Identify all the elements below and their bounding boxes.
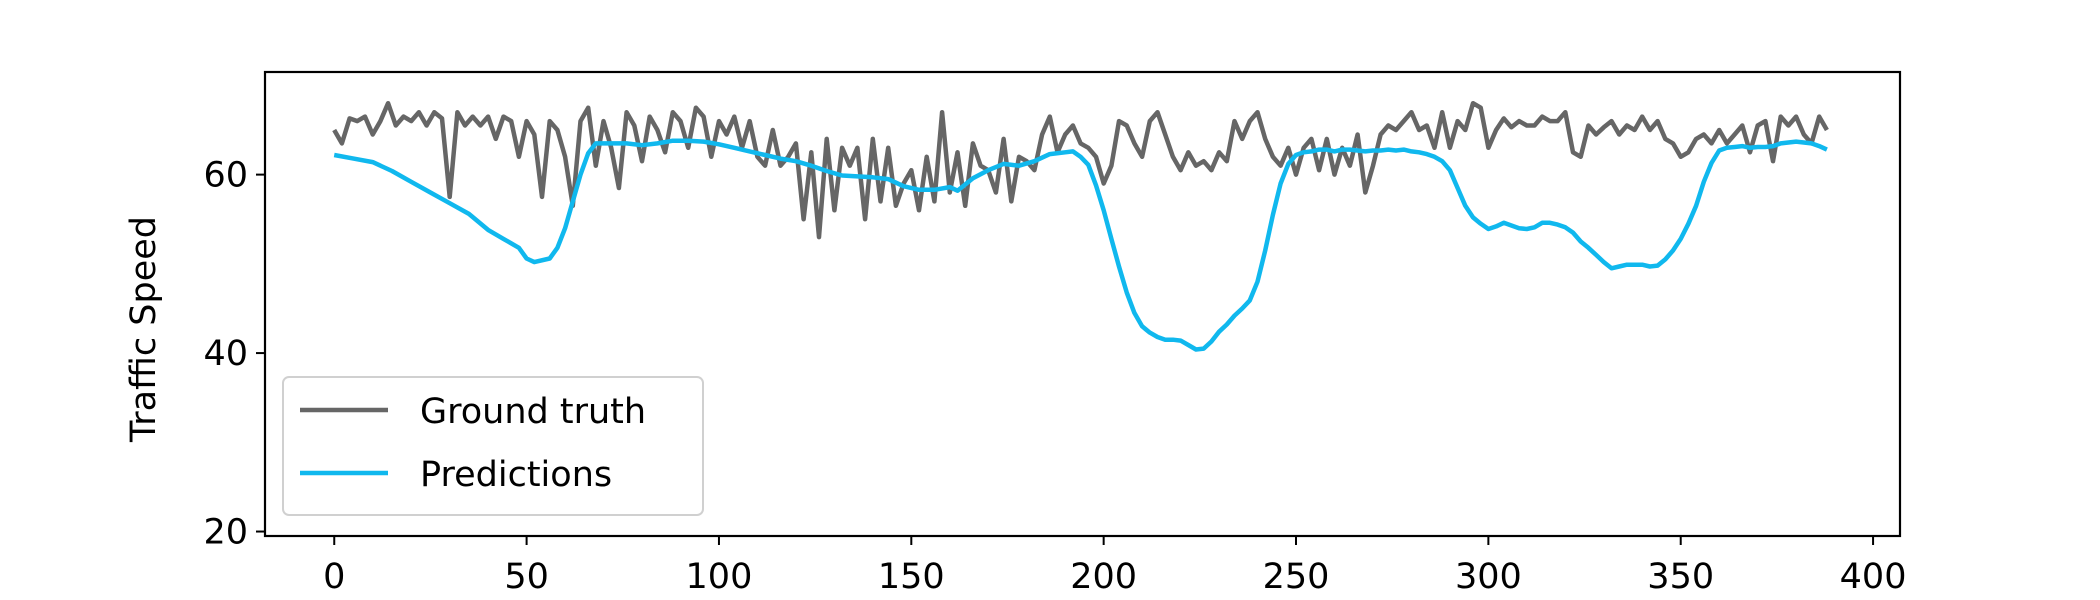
y-axis-label: Traffic Speed xyxy=(124,216,164,443)
y-tick-label: 60 xyxy=(203,156,248,196)
series-line-predictions xyxy=(333,138,1828,352)
x-tick-label: 100 xyxy=(686,557,753,597)
plot-frame xyxy=(263,70,1902,538)
x-tick-label: 200 xyxy=(1070,557,1137,597)
x-tick-label: 400 xyxy=(1840,557,1907,597)
y-axis: 20 40 60 xyxy=(203,156,265,553)
plot-lines xyxy=(332,100,1829,352)
x-tick-label: 50 xyxy=(504,557,549,597)
x-axis: 0 50 100 150 200 250 300 350 400 xyxy=(323,536,1906,597)
series-line-ground-truth xyxy=(332,100,1829,240)
x-tick-label: 350 xyxy=(1647,557,1714,597)
legend-label-ground-truth: Ground truth xyxy=(420,392,646,432)
y-tick-label: 40 xyxy=(203,334,248,374)
legend-label-predictions: Predictions xyxy=(420,455,612,495)
x-tick-label: 150 xyxy=(878,557,945,597)
y-tick-label: 20 xyxy=(203,513,248,553)
x-tick-label: 300 xyxy=(1455,557,1522,597)
legend: Ground truth Predictions xyxy=(282,376,704,516)
x-tick-label: 0 xyxy=(323,557,345,597)
x-tick-label: 250 xyxy=(1263,557,1330,597)
